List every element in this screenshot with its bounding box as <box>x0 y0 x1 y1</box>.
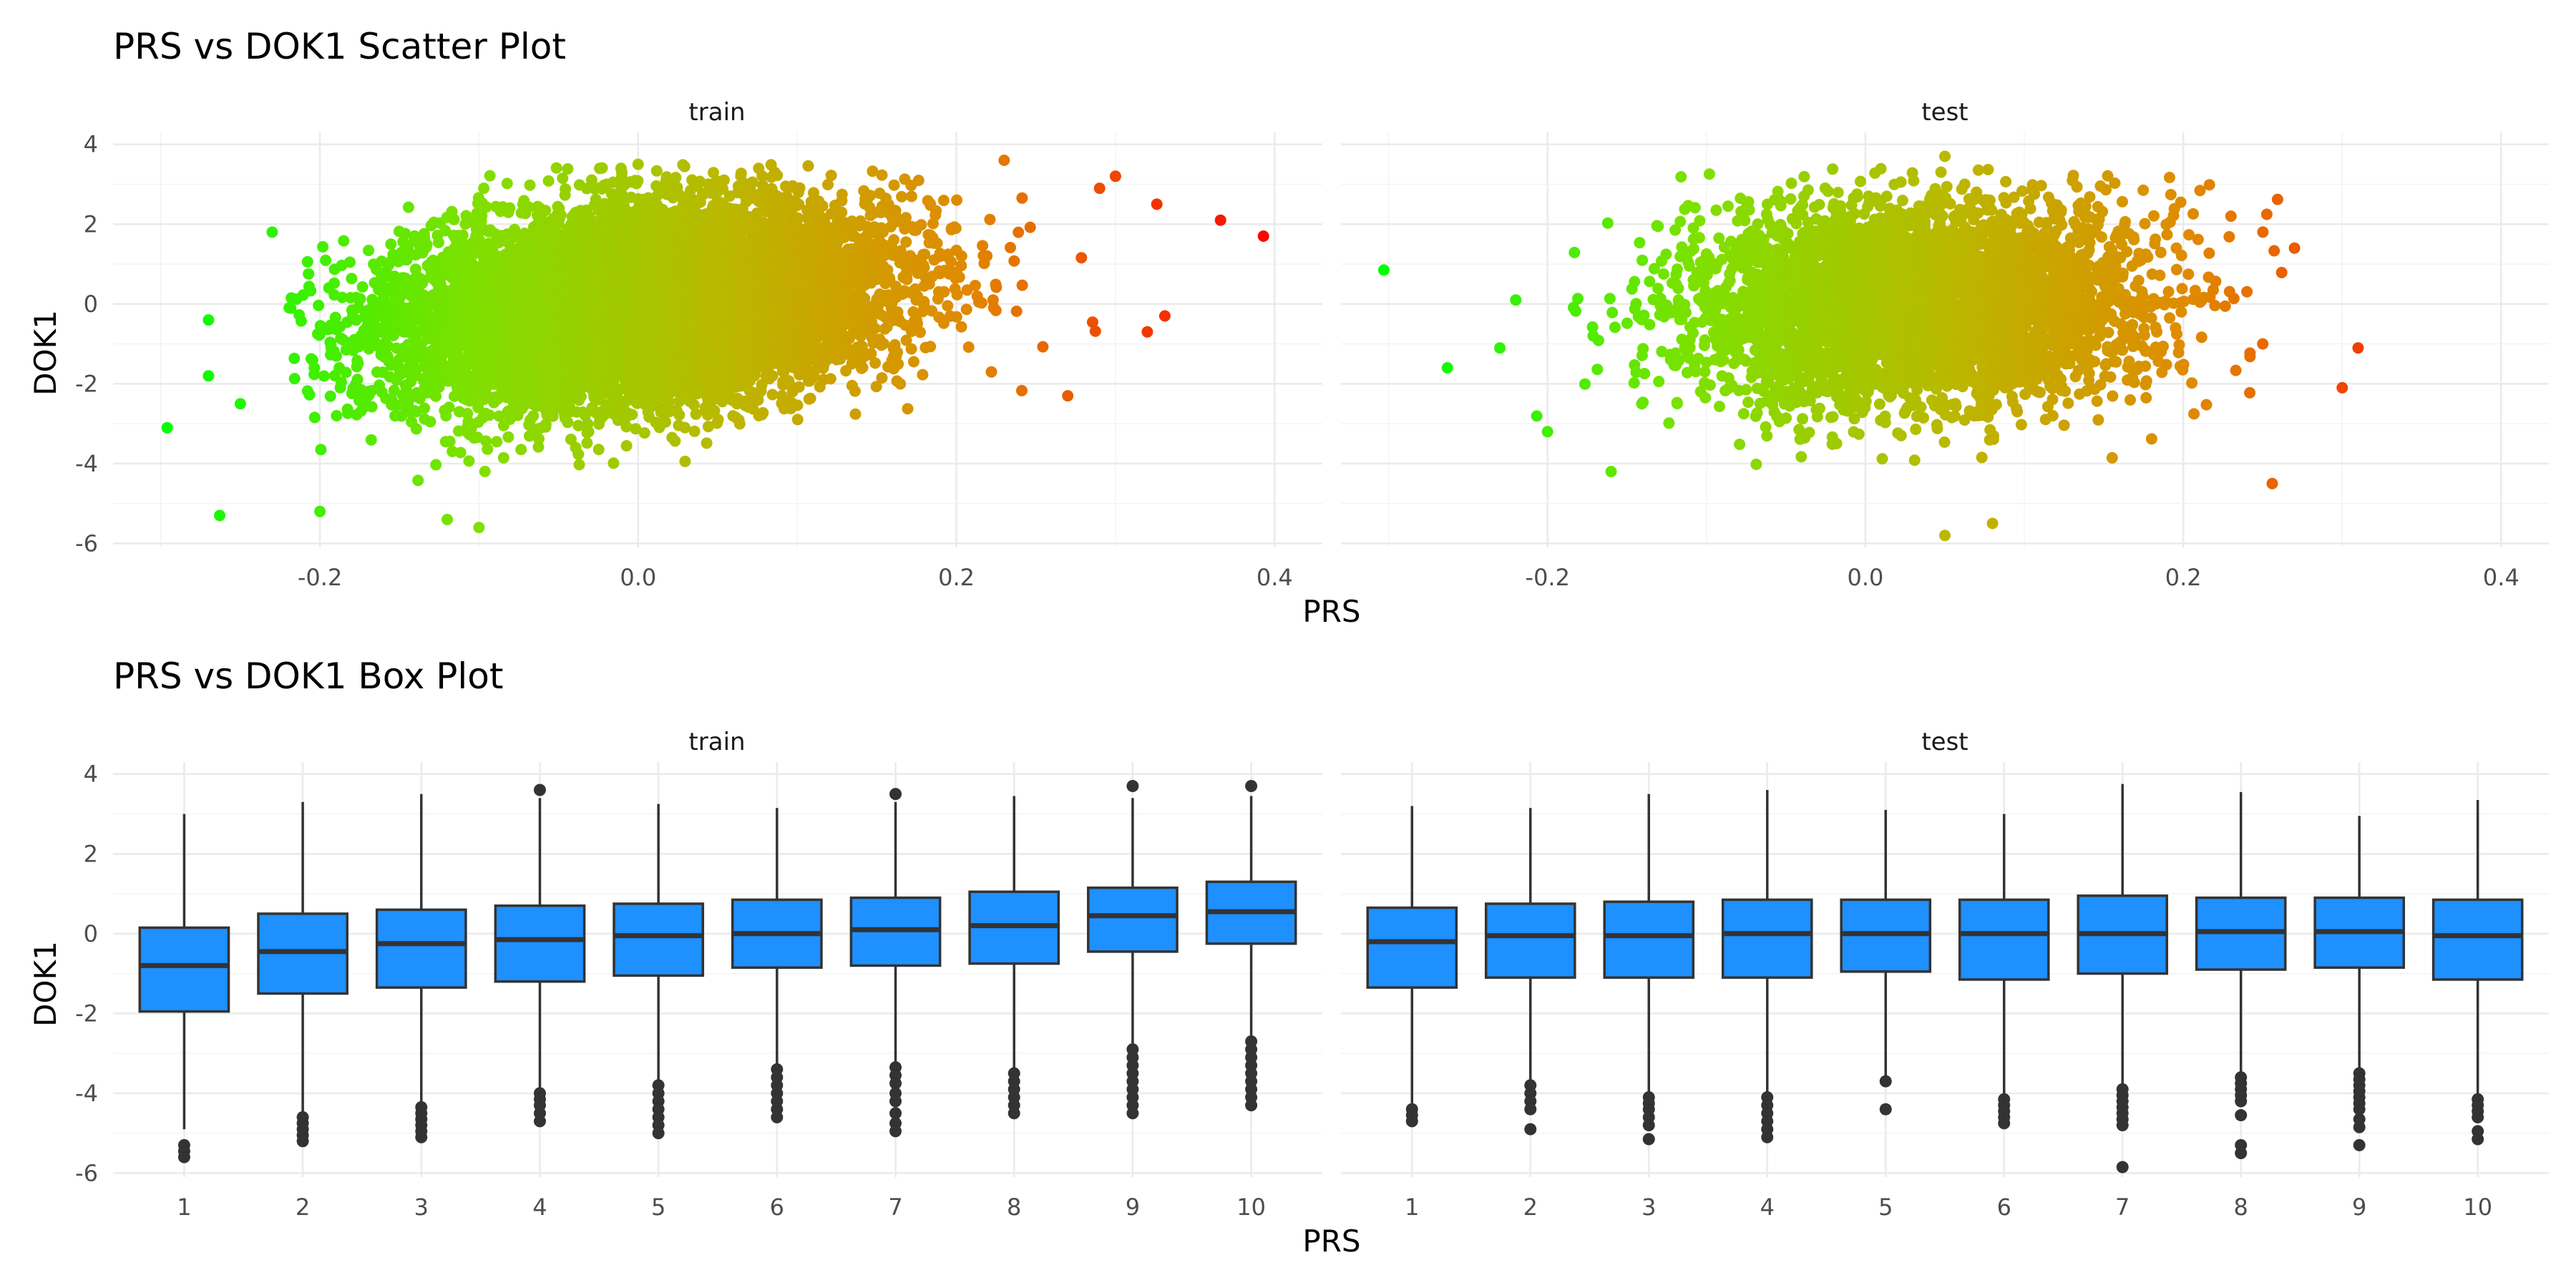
scatter-train-point <box>286 292 298 304</box>
scatter-train-point <box>371 366 383 378</box>
scatter-train-point <box>430 459 442 471</box>
scatter-chart-title: PRS vs DOK1 Scatter Plot <box>113 26 566 67</box>
scatter-train-point <box>491 436 503 448</box>
scatter-train-point <box>295 315 307 327</box>
scatter-train-point <box>393 225 405 238</box>
scatter-train-point <box>453 425 464 437</box>
scatter-train-point <box>984 213 996 225</box>
scatter-train-y-tick-label: -2 <box>75 370 98 397</box>
scatter-train-point <box>406 416 418 428</box>
scatter-train-point <box>955 321 967 333</box>
scatter-panel-train: -0.2 0.0 0.2 0.4 4 2 0 -2 -4 -6 <box>75 131 1322 591</box>
scatter-train-point <box>313 299 325 311</box>
scatter-train-point <box>701 437 713 449</box>
scatter-train-point <box>478 182 490 195</box>
scatter-train-point <box>879 323 891 335</box>
scatter-train-x-tick-label: 0.4 <box>1257 564 1293 591</box>
scatter-train-point <box>315 444 327 456</box>
scatter-train-point <box>439 404 451 416</box>
scatter-train-point <box>1024 221 1036 233</box>
scatter-train-point <box>840 365 852 377</box>
scatter-train-point <box>331 410 343 421</box>
scatter-train-x-tick-label: -0.2 <box>298 564 342 591</box>
scatter-train-point <box>905 190 917 203</box>
scatter-train-point <box>753 162 765 175</box>
scatter-train-point <box>462 408 474 419</box>
scatter-train-point <box>608 457 620 469</box>
scatter-train-point <box>542 175 555 187</box>
scatter-train-y-tick-label: 4 <box>84 131 98 158</box>
scatter-train-point <box>702 421 714 433</box>
scatter-train-point <box>955 260 967 272</box>
scatter-train-point <box>960 303 972 316</box>
scatter-train-point <box>288 373 301 385</box>
scatter-train-point <box>615 183 627 195</box>
scatter-train-point <box>388 384 400 396</box>
scatter-train-point <box>365 434 377 446</box>
scatter-train-point <box>301 255 313 268</box>
scatter-train-point <box>363 245 375 256</box>
scatter-train-x-tick-label: 0.0 <box>620 564 656 591</box>
scatter-train-point <box>917 369 929 381</box>
scatter-train-point <box>951 288 963 301</box>
scatter-train-point <box>874 187 886 200</box>
scatter-train-y-tick-label: 2 <box>84 210 98 238</box>
scatter-train-point <box>891 375 903 387</box>
scatter-train-point <box>679 455 691 467</box>
scatter-train-point <box>318 370 330 382</box>
scatter-train-point <box>1016 279 1028 291</box>
scatter-train-x-tick-label: 0.2 <box>938 564 975 591</box>
scatter-train-points <box>161 155 1269 534</box>
scatter-train-point <box>876 169 888 181</box>
scatter-train-point <box>338 235 350 247</box>
scatter-train-point <box>942 300 954 312</box>
scatter-train-point <box>900 236 912 248</box>
scatter-train-point <box>911 221 923 233</box>
scatter-train-point <box>650 165 663 177</box>
scatter-train-point <box>502 431 514 443</box>
scatter-train-point <box>1016 384 1028 396</box>
scatter-train-point <box>802 160 814 172</box>
scatter-train-point <box>324 390 336 402</box>
scatter-train-y-tick-label: -6 <box>75 530 98 557</box>
scatter-train-point <box>320 254 332 266</box>
scatter-train-point <box>573 459 585 471</box>
scatter-train-point <box>615 162 627 175</box>
scatter-train-point <box>1005 242 1016 253</box>
scatter-train-point <box>550 162 562 174</box>
scatter-train-point <box>889 338 901 351</box>
scatter-train-point <box>419 413 431 425</box>
scatter-train-point <box>501 177 513 190</box>
scatter-train-point <box>638 427 650 439</box>
scatter-train-point <box>419 402 431 414</box>
scatter-train-point <box>352 357 364 369</box>
scatter-train-y-tick-label: 0 <box>84 291 98 318</box>
scatter-train-point <box>439 436 452 448</box>
scatter-train-point <box>620 440 633 452</box>
scatter-train-point <box>1008 255 1020 267</box>
scatter-train-point <box>924 341 937 353</box>
scatter-train-point <box>303 268 315 280</box>
scatter-train-point <box>559 189 571 201</box>
scatter-train-y-tick-label: -4 <box>75 450 98 477</box>
scatter-train-point <box>1016 192 1028 204</box>
scatter-train-point <box>402 201 414 213</box>
scatter-train-point <box>515 444 527 456</box>
scatter-train-point <box>288 352 301 364</box>
scatter-train-point <box>356 281 369 293</box>
